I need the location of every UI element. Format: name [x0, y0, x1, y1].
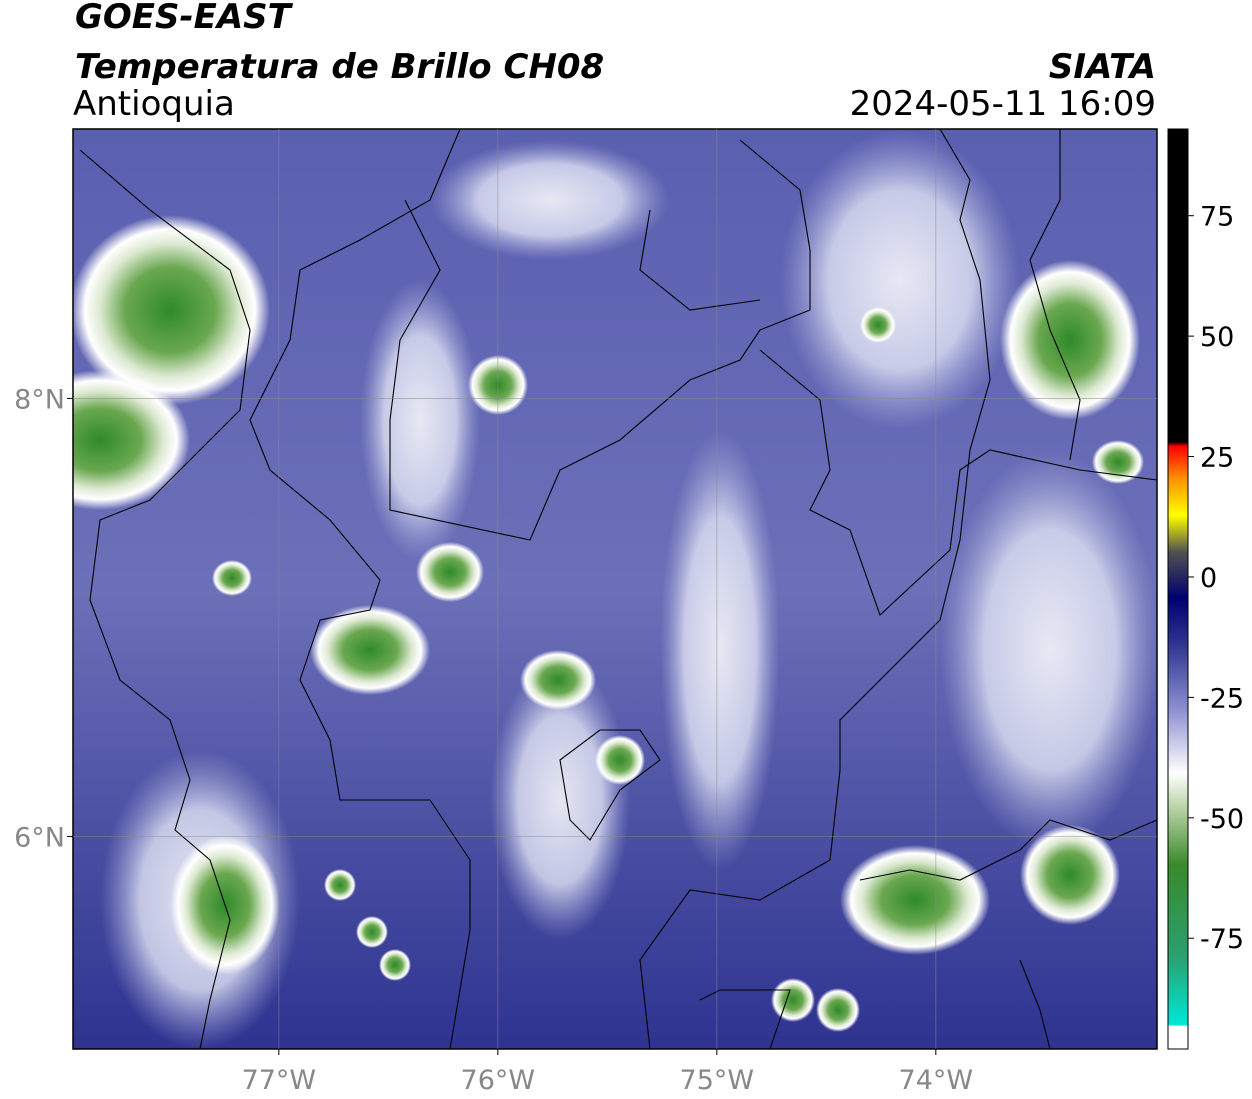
timestamp: 2024-05-11 16:09	[850, 84, 1156, 124]
colorbar-tick-label: -50	[1200, 804, 1244, 835]
x-tick-label: 74°W	[899, 1065, 974, 1096]
subtitle: Temperatura de Brillo CH08	[75, 47, 604, 87]
colorbar	[1167, 128, 1189, 1050]
map-frame	[72, 128, 1158, 1050]
x-tick-label: 75°W	[680, 1065, 755, 1096]
colorbar-tick-label: -25	[1200, 683, 1244, 714]
title: GOES-EAST	[75, 0, 294, 37]
colorbar-tick-label: 0	[1200, 563, 1217, 594]
y-tick-label: 8°N	[14, 384, 65, 415]
colorbar-tick-label: -75	[1200, 924, 1244, 955]
colorbar-tick-label: 25	[1200, 443, 1234, 474]
colorbar-tick-label: 75	[1200, 202, 1234, 233]
region: Antioquia	[73, 84, 235, 124]
x-tick-label: 76°W	[461, 1065, 536, 1096]
y-tick-label: 6°N	[14, 823, 65, 854]
boundaries	[79, 129, 1157, 1049]
source: SIATA	[1049, 47, 1156, 87]
colorbar-tick-label: 50	[1200, 322, 1234, 353]
satellite-image	[73, 129, 1157, 1049]
x-tick-label: 77°W	[242, 1065, 317, 1096]
